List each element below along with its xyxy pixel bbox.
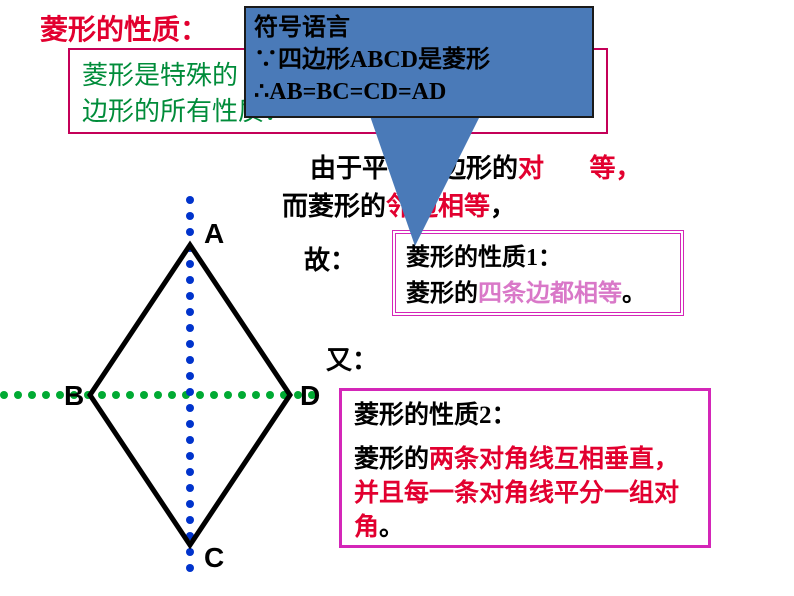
property2-box: 菱形的性质2： 菱形的两条对角线互相垂直，并且每一条对角线平分一组对角。 xyxy=(339,388,711,548)
callout-line1: 符号语言 xyxy=(254,12,584,44)
intro-text-prefix: 菱形是特殊的 xyxy=(82,61,238,90)
prop1-a: 菱形的 xyxy=(406,281,478,307)
svg-text:B: B xyxy=(64,380,84,411)
prop2-content: 菱形的两条对角线互相垂直，并且每一条对角线平分一组对角。 xyxy=(354,443,696,545)
svg-text:C: C xyxy=(204,542,224,573)
callout-line2: ∵四边形ABCD是菱形 xyxy=(254,44,584,76)
prop1-content: 菱形的四条边都相等。 xyxy=(406,276,670,312)
mid-text-line2: 而菱形的邻边相等， xyxy=(282,186,752,223)
mid2-c: ， xyxy=(490,192,516,221)
prop2-a: 菱形的 xyxy=(354,446,429,473)
mid1-b: 对 xyxy=(518,154,544,183)
callout-tail xyxy=(370,116,480,246)
callout-box: 符号语言 ∵四边形ABCD是菱形 ∴AB=BC=CD=AD xyxy=(244,6,594,118)
text-you: 又： xyxy=(326,340,378,377)
svg-text:A: A xyxy=(204,218,224,249)
title-text: 菱形的性质： xyxy=(40,15,208,46)
diagram-svg: A B C D xyxy=(0,190,320,590)
mid1-c: 等， xyxy=(590,154,642,183)
callout-line3: ∴AB=BC=CD=AD xyxy=(254,76,584,108)
prop2-c: 。 xyxy=(379,514,404,541)
svg-text:D: D xyxy=(300,380,320,411)
page-title: 菱形的性质： xyxy=(40,8,208,48)
prop1-c: 。 xyxy=(622,281,646,307)
prop1-b: 四条边都相等 xyxy=(478,281,622,307)
rhombus-diagram: A B C D xyxy=(0,190,320,590)
prop2-title: 菱形的性质2： xyxy=(354,399,696,433)
